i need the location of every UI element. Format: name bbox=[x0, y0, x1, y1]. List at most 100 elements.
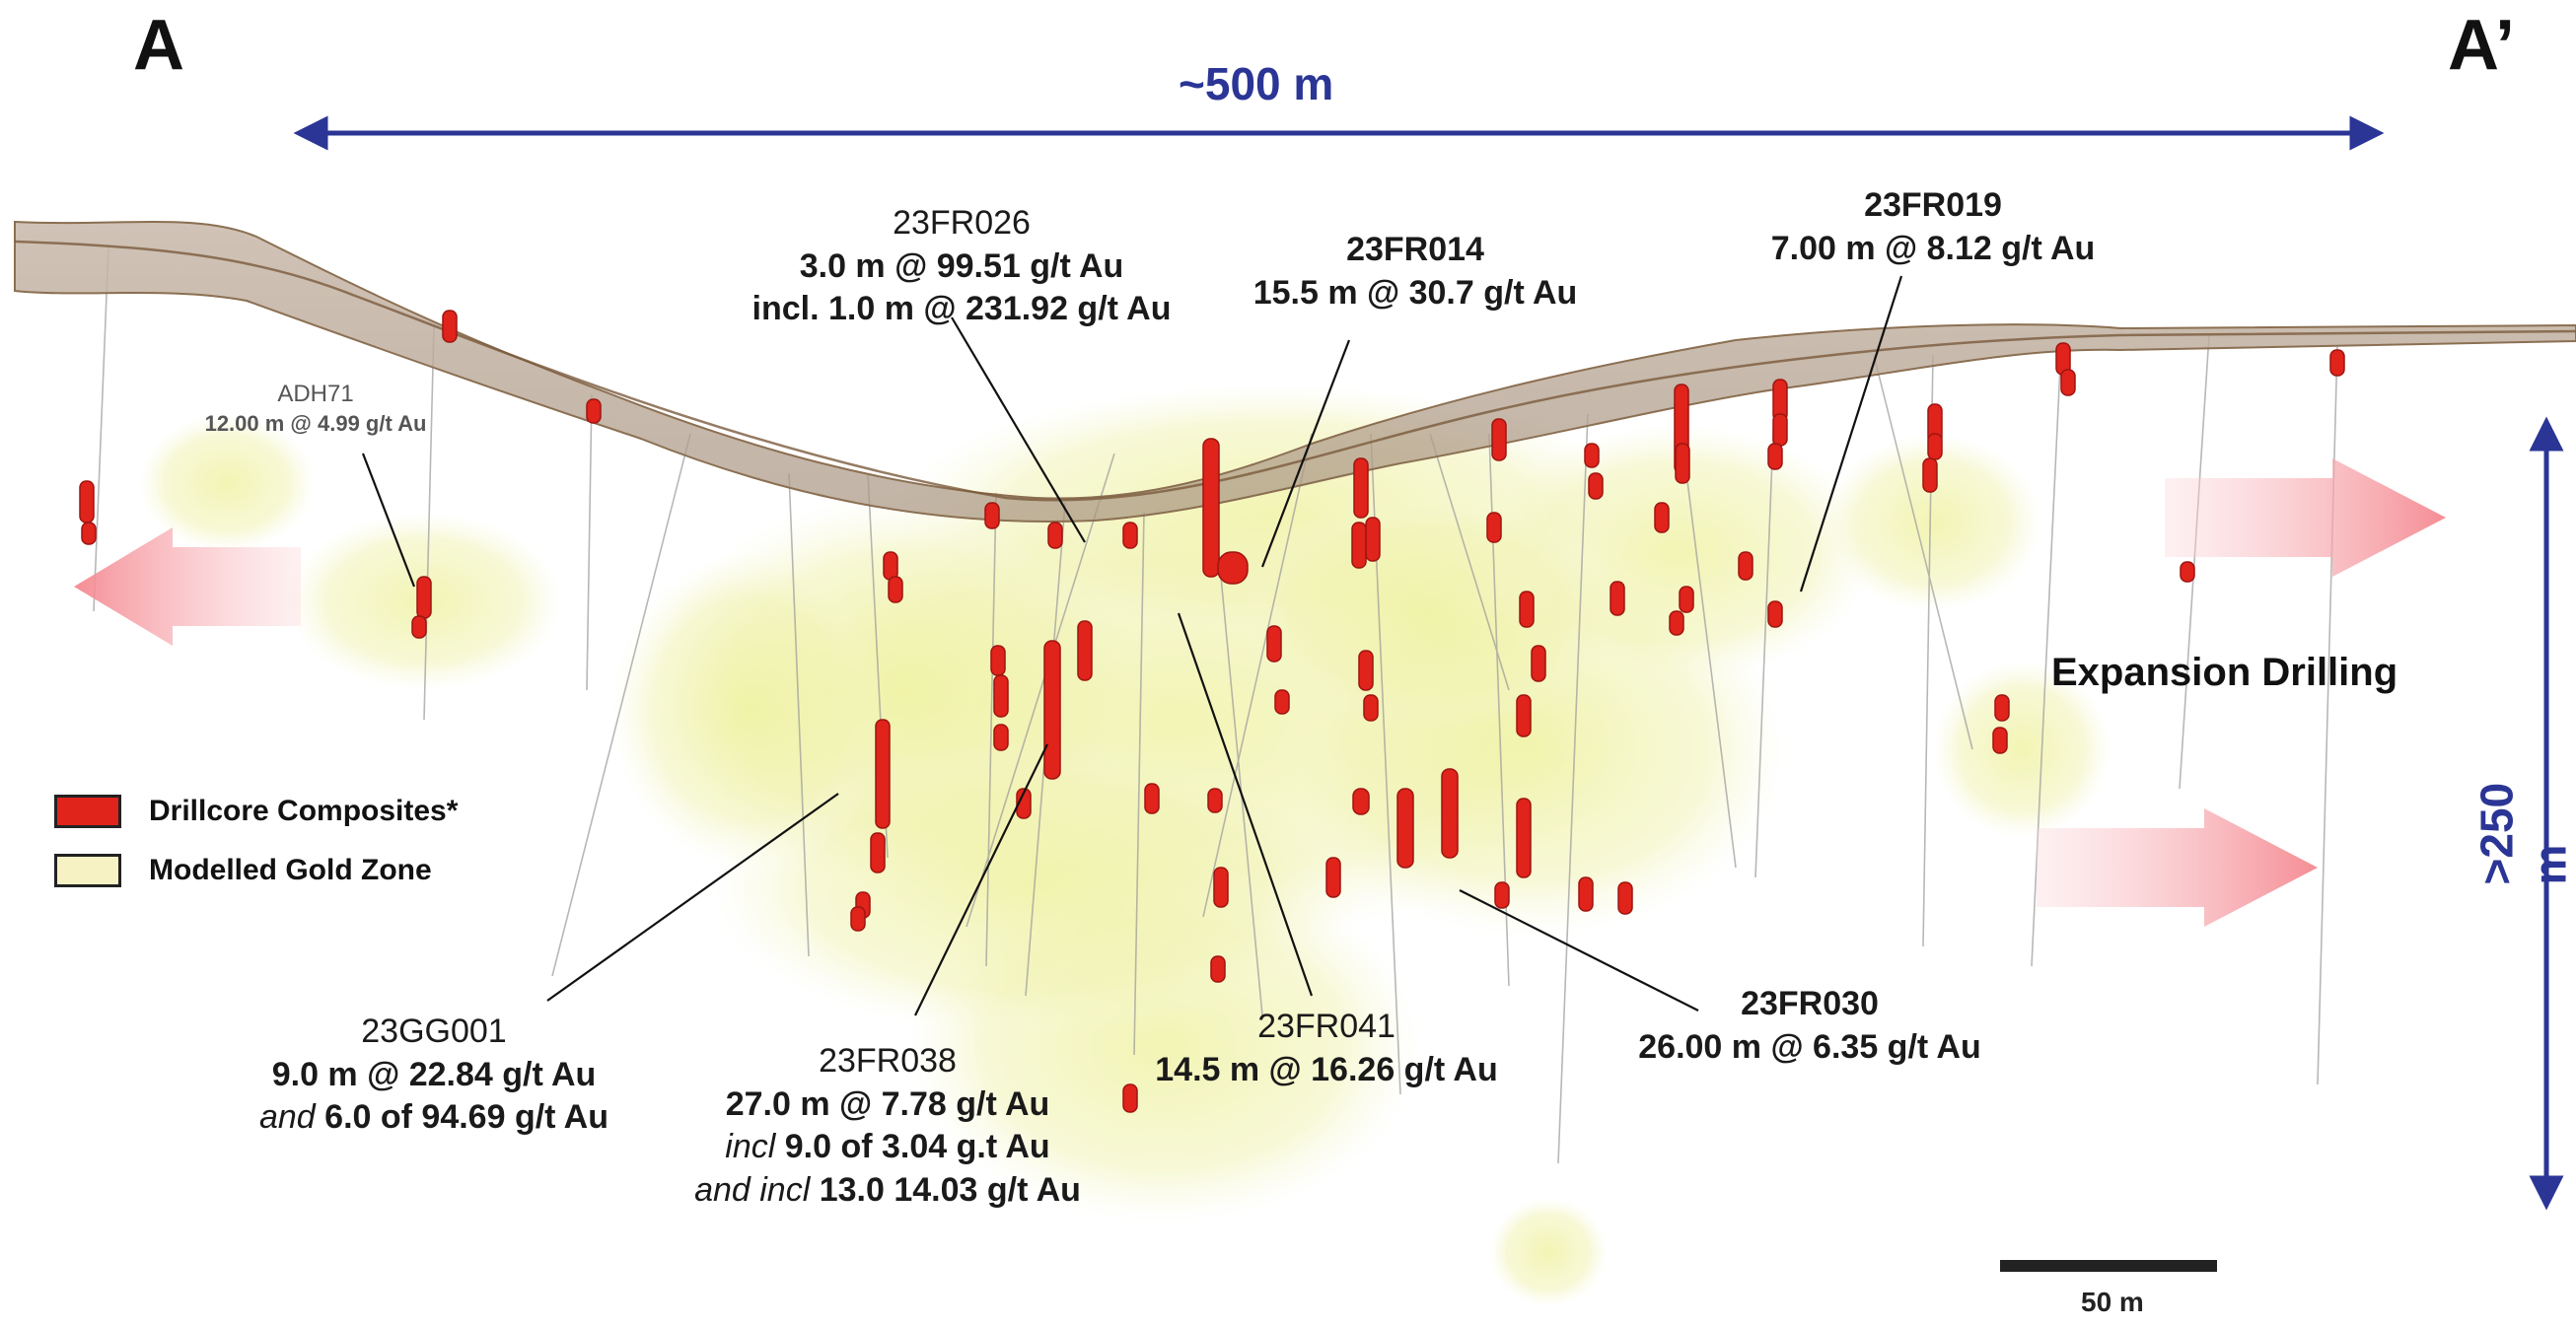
drillcore-composite bbox=[991, 646, 1005, 675]
drillcore-composite bbox=[1354, 458, 1368, 518]
gold-zone-blob bbox=[1489, 1198, 1608, 1306]
drillcore-composite bbox=[1993, 728, 2007, 753]
drillcore-composite bbox=[1670, 611, 1683, 635]
hole-id: ADH71 bbox=[168, 380, 464, 410]
drillcore-composite bbox=[1214, 868, 1228, 907]
drillcore-composite bbox=[1326, 858, 1340, 897]
drillcore-composite bbox=[871, 833, 885, 873]
drillcore-composite bbox=[82, 523, 96, 544]
intercept-line: 26.00 m @ 6.35 g/t Au bbox=[1603, 1026, 2017, 1070]
hole-id: 23FR038 bbox=[680, 1040, 1095, 1083]
width-label: ~500 m bbox=[1179, 57, 1333, 110]
intercept-label-23fr014: 23FR014 15.5 m @ 30.7 g/t Au bbox=[1218, 229, 1612, 314]
drillcore-composite bbox=[1676, 444, 1689, 483]
intercept-line: 15.5 m @ 30.7 g/t Au bbox=[1218, 272, 1612, 315]
legend-item-drillcore: Drillcore Composites* bbox=[54, 795, 458, 828]
drillcore-composite bbox=[994, 725, 1008, 750]
gold-zone-swatch bbox=[54, 854, 121, 887]
drillcore-composite bbox=[1267, 626, 1281, 662]
drillcore-composite bbox=[1364, 695, 1378, 721]
hole-id: 23FR041 bbox=[1129, 1006, 1524, 1049]
drillcore-composite bbox=[1589, 473, 1603, 499]
drillcore-composite bbox=[2330, 350, 2344, 376]
drillcore-composite bbox=[1044, 641, 1060, 779]
section-start-label: A bbox=[133, 5, 184, 86]
intercept-line: 12.00 m @ 4.99 g/t Au bbox=[168, 410, 464, 438]
drillcore-composite bbox=[417, 577, 431, 618]
drillcore-composite bbox=[884, 552, 897, 580]
drillcore-composite bbox=[2181, 562, 2194, 582]
intercept-line: 9.0 m @ 22.84 g/t Au bbox=[237, 1054, 631, 1097]
drillcore-composite bbox=[80, 481, 94, 523]
intercept-line: incl 9.0 of 3.04 g.t Au bbox=[680, 1126, 1095, 1169]
drillcore-composite bbox=[1680, 587, 1693, 612]
drillcore-composite bbox=[1773, 414, 1787, 446]
intercept-line: and incl 13.0 14.03 g/t Au bbox=[680, 1169, 1095, 1213]
drillcore-composite bbox=[1928, 434, 1942, 459]
legend-item-gold-zone: Modelled Gold Zone bbox=[54, 854, 432, 887]
drillcore-composite bbox=[1495, 882, 1509, 908]
gold-zone-blob bbox=[1233, 493, 1627, 730]
intercept-label-adh71: ADH71 12.00 m @ 4.99 g/t Au bbox=[168, 380, 464, 438]
intercept-line: 27.0 m @ 7.78 g/t Au bbox=[680, 1083, 1095, 1127]
drillcore-composite bbox=[1995, 695, 2009, 721]
drillcore-composite bbox=[1397, 789, 1413, 868]
drillcore-swatch bbox=[54, 795, 121, 828]
drillcore-composite bbox=[1487, 513, 1501, 542]
drillcore-composite bbox=[1352, 523, 1366, 568]
drill-trace bbox=[94, 246, 108, 611]
drillcore-composite bbox=[889, 577, 902, 602]
drillcore-composite bbox=[1923, 458, 1937, 492]
right-expansion-arrow-lower bbox=[2037, 808, 2318, 927]
drillcore-composite bbox=[1123, 523, 1137, 548]
drillcore-composite bbox=[1366, 518, 1380, 561]
drillcore-composite bbox=[1585, 444, 1599, 467]
drillcore-composite bbox=[1579, 877, 1593, 911]
intercept-line: 3.0 m @ 99.51 g/t Au bbox=[705, 245, 1218, 289]
drillcore-composite bbox=[1517, 799, 1531, 877]
depth-label: >250 m bbox=[2470, 780, 2576, 885]
hole-id: 23FR014 bbox=[1218, 229, 1612, 272]
drillcore-composite bbox=[994, 675, 1008, 717]
section-end-label: A’ bbox=[2448, 5, 2515, 86]
hole-id: 23FR019 bbox=[1736, 184, 2130, 228]
expansion-drilling-label: Expansion Drilling bbox=[2051, 651, 2397, 695]
drill-trace bbox=[587, 394, 592, 690]
scale-bar bbox=[2000, 1260, 2217, 1272]
drillcore-composite bbox=[1768, 601, 1782, 627]
drillcore-composite bbox=[1359, 651, 1373, 690]
legend-label: Modelled Gold Zone bbox=[149, 854, 432, 887]
drillcore-composite bbox=[1203, 439, 1219, 577]
drillcore-composite bbox=[1218, 552, 1248, 584]
modelled-gold-zone bbox=[138, 384, 2111, 1306]
intercept-label-23gg001: 23GG001 9.0 m @ 22.84 g/t Au and 6.0 of … bbox=[237, 1011, 631, 1140]
intercept-label-23fr026: 23FR026 3.0 m @ 99.51 g/t Au incl. 1.0 m… bbox=[705, 202, 1218, 331]
drillcore-composite bbox=[1078, 621, 1092, 680]
scale-bar-label: 50 m bbox=[2081, 1287, 2144, 1318]
drillcore-composite bbox=[1442, 769, 1458, 858]
intercept-line: and 6.0 of 94.69 g/t Au bbox=[237, 1096, 631, 1140]
drillcore-composite bbox=[985, 503, 999, 528]
drillcore-composite bbox=[2061, 370, 2075, 395]
hole-id: 23FR030 bbox=[1603, 983, 2017, 1026]
legend-label: Drillcore Composites* bbox=[149, 795, 458, 828]
intercept-line: incl. 1.0 m @ 231.92 g/t Au bbox=[705, 288, 1218, 331]
intercept-label-23fr038: 23FR038 27.0 m @ 7.78 g/t Au incl 9.0 of… bbox=[680, 1040, 1095, 1212]
drillcore-composite bbox=[1275, 690, 1289, 714]
drillcore-composite bbox=[587, 399, 601, 423]
right-expansion-arrow-upper bbox=[2165, 458, 2446, 577]
intercept-label-23fr041: 23FR041 14.5 m @ 16.26 g/t Au bbox=[1129, 1006, 1524, 1091]
drillcore-composite bbox=[1211, 956, 1225, 982]
gold-zone-blob bbox=[611, 552, 888, 868]
drillcore-composite bbox=[1492, 419, 1506, 460]
drillcore-composite bbox=[1520, 592, 1534, 627]
drillcore-composite bbox=[1517, 695, 1531, 736]
drillcore-composite bbox=[1048, 523, 1062, 548]
drillcore-composite bbox=[1353, 789, 1369, 814]
drillcore-composite bbox=[443, 311, 457, 342]
left-expansion-arrow bbox=[74, 527, 301, 646]
drillcore-composite bbox=[1208, 789, 1222, 812]
intercept-label-23fr030: 23FR030 26.00 m @ 6.35 g/t Au bbox=[1603, 983, 2017, 1069]
drillcore-composite bbox=[1618, 882, 1632, 914]
